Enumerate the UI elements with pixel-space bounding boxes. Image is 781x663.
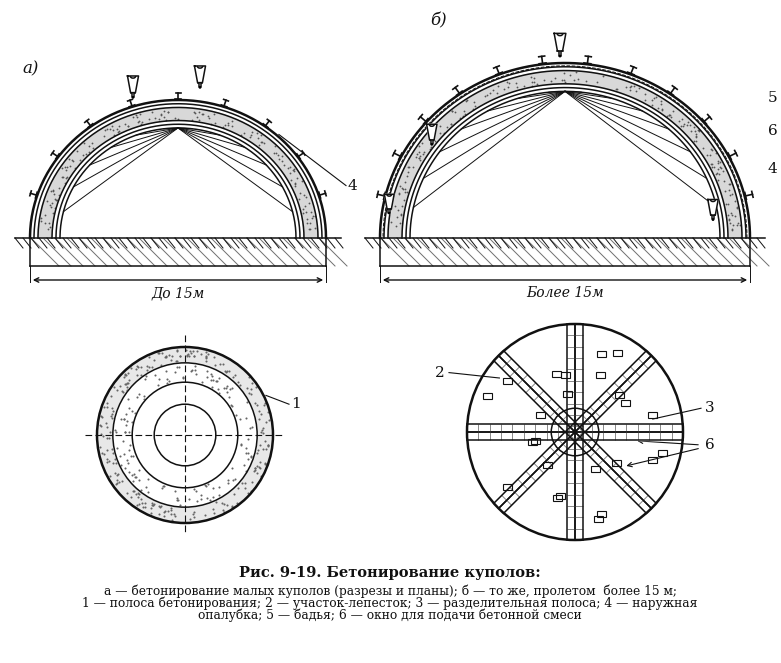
Bar <box>615 392 624 398</box>
Polygon shape <box>426 124 437 140</box>
Bar <box>528 439 537 445</box>
Text: 5: 5 <box>768 91 778 105</box>
Text: б): б) <box>430 12 447 29</box>
Circle shape <box>132 97 134 98</box>
Circle shape <box>712 219 714 220</box>
Text: До 15м: До 15м <box>152 286 205 300</box>
Bar <box>503 378 512 385</box>
Bar <box>647 457 657 463</box>
Bar <box>552 371 562 377</box>
Bar <box>612 349 622 355</box>
Bar <box>537 412 545 418</box>
Text: 6: 6 <box>705 438 715 452</box>
Text: 1: 1 <box>291 397 301 411</box>
Text: 1 — полоса бетонирования; 2 — участок-лепесток; 3 — разделительная полоса; 4 — н: 1 — полоса бетонирования; 2 — участок-ле… <box>82 596 697 609</box>
Bar <box>561 372 570 378</box>
Bar <box>531 438 540 444</box>
Bar <box>553 495 562 501</box>
Bar <box>597 373 605 379</box>
Text: Рис. 9-19. Бетонирование куполов:: Рис. 9-19. Бетонирование куполов: <box>239 566 541 580</box>
Bar <box>555 493 565 499</box>
Bar <box>597 511 605 517</box>
Text: опалубка; 5 — бадья; 6 — окно для подачи бетонной смеси: опалубка; 5 — бадья; 6 — окно для подачи… <box>198 608 582 621</box>
Bar <box>612 460 621 466</box>
Polygon shape <box>494 351 656 513</box>
Circle shape <box>467 324 683 540</box>
Text: Более 15м: Более 15м <box>526 286 604 300</box>
Polygon shape <box>384 194 394 209</box>
Polygon shape <box>38 107 318 238</box>
Text: 3: 3 <box>705 401 715 415</box>
Polygon shape <box>198 83 201 87</box>
Polygon shape <box>708 200 719 215</box>
Circle shape <box>112 363 257 507</box>
Polygon shape <box>567 324 583 540</box>
Polygon shape <box>558 51 562 56</box>
Polygon shape <box>494 351 656 513</box>
Circle shape <box>199 87 201 88</box>
Text: 2: 2 <box>435 365 445 380</box>
Circle shape <box>97 347 273 523</box>
Bar <box>597 351 606 357</box>
Polygon shape <box>467 424 683 440</box>
Circle shape <box>132 382 237 488</box>
Polygon shape <box>132 93 134 97</box>
Bar <box>658 450 667 456</box>
Bar <box>503 484 512 490</box>
Circle shape <box>431 144 433 145</box>
Text: а): а) <box>22 60 38 77</box>
Polygon shape <box>388 70 742 238</box>
Polygon shape <box>127 76 138 93</box>
Bar <box>563 391 572 396</box>
Circle shape <box>154 404 216 466</box>
Bar <box>621 400 630 406</box>
Circle shape <box>559 55 561 57</box>
Bar <box>483 393 492 399</box>
Text: 4: 4 <box>768 162 778 176</box>
Polygon shape <box>430 140 433 144</box>
Polygon shape <box>711 215 715 219</box>
Bar <box>543 462 552 468</box>
Bar <box>648 412 657 418</box>
Bar <box>594 516 603 522</box>
Text: 4: 4 <box>348 178 358 192</box>
Polygon shape <box>388 209 390 213</box>
Polygon shape <box>555 33 566 51</box>
Polygon shape <box>194 66 205 83</box>
Text: а — бетонирование малых куполов (разрезы и планы); б — то же, пролетом  более 15: а — бетонирование малых куполов (разрезы… <box>104 584 676 597</box>
Bar <box>590 465 600 471</box>
Text: 6: 6 <box>768 125 778 139</box>
